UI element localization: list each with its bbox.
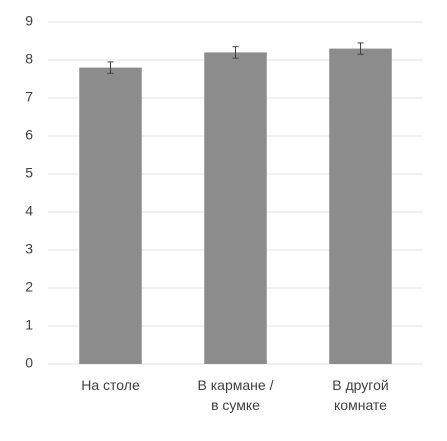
- error-bar: [357, 42, 364, 55]
- bar: [329, 48, 392, 364]
- y-tick-label: 9: [25, 13, 33, 29]
- y-tick-label: 4: [25, 203, 33, 219]
- y-tick-label: 0: [25, 355, 33, 371]
- y-tick-label: 2: [25, 279, 33, 295]
- bar: [204, 52, 267, 365]
- x-tick-label: В кармане / в сумке: [197, 377, 274, 413]
- y-tick-label: 3: [25, 241, 33, 257]
- bar: [79, 67, 142, 364]
- error-bar: [107, 61, 114, 74]
- error-bar: [232, 46, 239, 59]
- y-tick-label: 6: [25, 127, 33, 143]
- y-tick-label: 7: [25, 89, 33, 105]
- x-tick-label: На столе: [81, 377, 140, 393]
- y-tick-label: 1: [25, 317, 33, 333]
- x-tick-label: В другой комнате: [332, 377, 389, 413]
- y-tick-label: 5: [25, 165, 33, 181]
- y-tick-label: 8: [25, 51, 33, 67]
